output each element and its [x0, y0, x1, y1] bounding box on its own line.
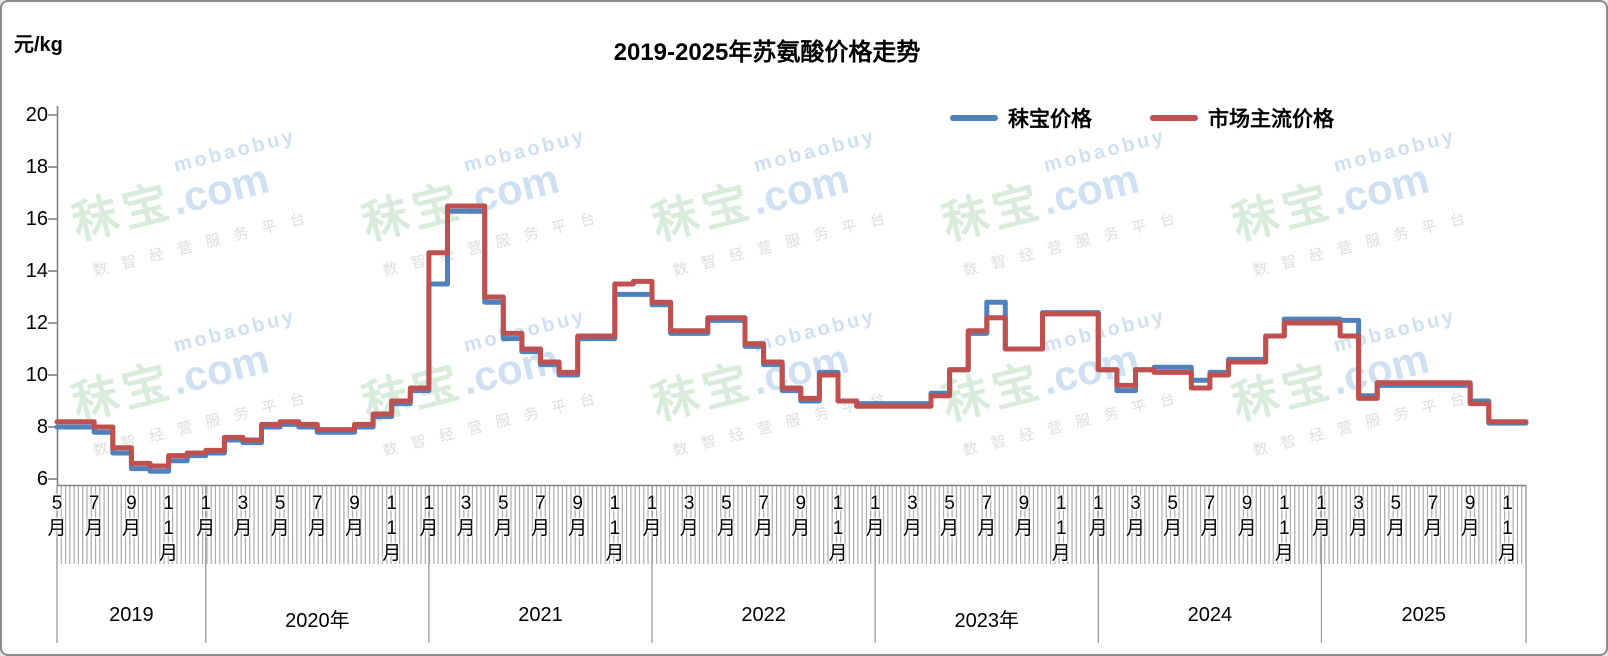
chart-title: 2019-2025年苏氨酸价格走势	[613, 39, 921, 66]
x-tick-label: 7 月	[530, 493, 550, 539]
x-tick-label: 9 月	[1014, 493, 1034, 539]
x-tick-label: 3 月	[1349, 493, 1369, 539]
legend-item-mabao: 秣宝价格	[950, 103, 1092, 133]
x-tick-label: 5 月	[940, 493, 960, 539]
y-tick-label: 18	[25, 156, 48, 178]
y-tick-label: 8	[36, 416, 48, 438]
x-tick-label: 7 月	[1423, 493, 1443, 539]
x-tick-label: 7 月	[1200, 493, 1220, 539]
x-tick-label: 1 1 月	[1274, 493, 1294, 564]
x-tick-label: 1 月	[196, 493, 216, 539]
x-tick-label: 1 月	[1311, 493, 1331, 539]
legend-label-mabao: 秣宝价格	[1008, 108, 1092, 131]
x-tick-label: 3 月	[1125, 493, 1146, 539]
x-tick-label: 1 月	[1088, 493, 1108, 539]
x-tick-label: 1 月	[865, 493, 885, 539]
x-tick-label: 9 月	[1237, 493, 1257, 539]
x-tick-label: 5 月	[493, 493, 513, 539]
year-label: 2025	[1401, 604, 1446, 626]
legend-item-market: 市场主流价格	[1150, 103, 1334, 133]
x-tick-label: 7 月	[754, 493, 774, 539]
y-tick-label: 10	[25, 364, 48, 386]
year-label: 2023年	[954, 610, 1020, 632]
x-tick-label: 1 1 月	[828, 493, 848, 564]
x-tick-label: 1 1 月	[159, 493, 179, 564]
y-tick-label: 12	[25, 312, 48, 334]
year-label: 2019	[109, 604, 154, 626]
x-tick-label: 9 月	[345, 493, 365, 539]
y-tick-label: 6	[36, 468, 48, 490]
x-tick-label: 1 月	[419, 493, 439, 539]
y-axis-unit: 元/kg	[14, 34, 63, 56]
legend: 秣宝价格 市场主流价格	[950, 103, 1334, 133]
x-tick-label: 1 1 月	[1051, 493, 1071, 564]
y-tick-label: 14	[25, 260, 48, 282]
x-tick-label: 9 月	[1460, 493, 1480, 539]
year-label: 2024	[1187, 604, 1233, 626]
x-tick-label: 1 1 月	[382, 493, 402, 564]
year-label: 2022	[741, 604, 786, 626]
x-tick-label: 5 月	[1163, 493, 1183, 539]
legend-label-market: 市场主流价格	[1208, 108, 1334, 131]
x-tick-label: 1 1 月	[605, 493, 625, 564]
x-tick-label: 5 月	[1386, 493, 1406, 539]
market-price-line	[54, 203, 1529, 469]
x-tick-label: 3 月	[679, 493, 699, 539]
x-tick-label: 3 月	[902, 493, 922, 539]
x-tick-label: 5 月	[270, 493, 290, 539]
x-tick-label: 1 月	[642, 493, 662, 539]
x-tick-label: 7 月	[307, 493, 327, 539]
x-tick-label: 9 月	[121, 493, 141, 539]
mabao-line-swatch	[950, 115, 998, 121]
x-tick-label: 9 月	[791, 493, 811, 539]
x-tick-label: 7 月	[84, 493, 104, 539]
x-tick-label: 7 月	[977, 493, 997, 539]
year-label: 2020年	[285, 610, 350, 632]
x-tick-label: 1 1 月	[1497, 493, 1517, 564]
year-label: 2021	[518, 604, 563, 626]
x-tick-label: 5 月	[716, 493, 736, 539]
weekly-tick-band	[56, 486, 1527, 564]
mabao-price-line	[54, 208, 1529, 474]
y-tick-label: 16	[25, 208, 48, 230]
x-tick-label: 3 月	[456, 493, 476, 539]
y-tick-label: 20	[25, 104, 48, 126]
x-tick-label: 5 月	[47, 493, 67, 539]
market-line-swatch	[1150, 115, 1198, 121]
x-tick-label: 3 月	[233, 493, 253, 539]
x-tick-label: 9 月	[568, 493, 588, 539]
